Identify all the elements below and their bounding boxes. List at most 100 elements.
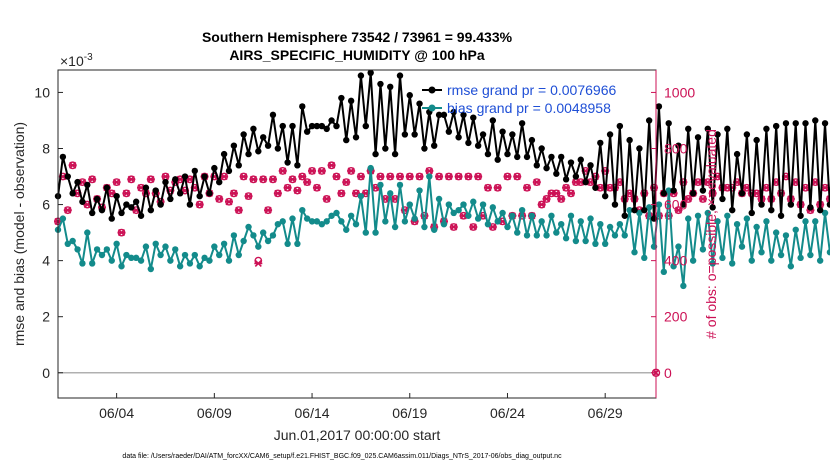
rmse-point bbox=[308, 122, 316, 130]
y-tick-label: 6 bbox=[42, 197, 50, 213]
obs-evaluated-point bbox=[68, 161, 77, 169]
bias-point bbox=[401, 218, 409, 225]
obs-evaluated-point bbox=[386, 172, 395, 181]
x-axis-label: Jun.01,2017 00:00:00 start bbox=[274, 427, 441, 443]
rmse-point bbox=[152, 187, 159, 194]
bias-point bbox=[264, 237, 272, 245]
bias-point bbox=[245, 223, 252, 231]
rmse-point bbox=[768, 206, 775, 214]
rmse-point bbox=[88, 209, 96, 217]
bias-point bbox=[372, 229, 379, 236]
bias-point bbox=[621, 232, 628, 239]
rmse-point bbox=[103, 184, 111, 191]
bias-point bbox=[279, 218, 286, 225]
obs-evaluated-point bbox=[356, 172, 365, 181]
rmse-point bbox=[250, 125, 257, 133]
rmse-point bbox=[352, 134, 360, 141]
obs-evaluated-point bbox=[63, 206, 72, 214]
bias-point bbox=[494, 218, 501, 225]
rmse-point bbox=[753, 136, 760, 144]
rmse-point bbox=[396, 72, 404, 79]
bias-point bbox=[772, 229, 780, 236]
bias-point bbox=[460, 201, 467, 208]
y2-tick-label: 400 bbox=[664, 253, 688, 269]
bias-point bbox=[631, 249, 638, 256]
x-tick-label: 06/24 bbox=[490, 405, 525, 421]
bias-point bbox=[230, 232, 238, 239]
bias-point bbox=[821, 209, 829, 217]
bias-point bbox=[396, 181, 404, 189]
rmse-point bbox=[69, 190, 76, 197]
obs-evaluated-point bbox=[259, 175, 268, 183]
bias-point bbox=[391, 223, 399, 231]
bias-point bbox=[338, 218, 345, 225]
y-tick-label: 4 bbox=[42, 253, 50, 269]
rmse-point bbox=[743, 131, 751, 138]
bias-point bbox=[787, 263, 795, 270]
rmse-point bbox=[274, 145, 282, 152]
obs-evaluated-point bbox=[542, 195, 551, 203]
rmse-point bbox=[597, 139, 604, 147]
obs-evaluated-point bbox=[562, 184, 571, 192]
bias-point bbox=[455, 206, 462, 214]
rmse-point bbox=[694, 134, 702, 141]
obs-evaluated-point bbox=[254, 259, 263, 268]
obs-evaluated-point bbox=[342, 178, 351, 186]
rmse-point bbox=[484, 150, 492, 158]
chart-title-line1: Southern Hemisphere 73542 / 73961 = 99.4… bbox=[202, 29, 513, 45]
rmse-point bbox=[147, 206, 155, 214]
rmse-point bbox=[328, 117, 335, 124]
rmse-point bbox=[533, 162, 540, 169]
rmse-point bbox=[347, 97, 355, 105]
bias-point bbox=[675, 243, 682, 250]
bias-point bbox=[601, 240, 609, 248]
bias-point bbox=[440, 220, 448, 228]
x-tick-label: 06/19 bbox=[392, 405, 427, 421]
rmse-point bbox=[167, 195, 174, 203]
rmse-point bbox=[230, 142, 238, 149]
rmse-point bbox=[758, 201, 765, 208]
obs-evaluated-point bbox=[308, 167, 317, 175]
obs-evaluated-point bbox=[444, 172, 453, 181]
rmse-point bbox=[558, 153, 565, 161]
rmse-point bbox=[680, 201, 687, 208]
bias-point bbox=[748, 257, 755, 264]
bias-point bbox=[377, 181, 384, 189]
obs-evaluated-point bbox=[449, 223, 458, 231]
obs-evaluated-point bbox=[298, 172, 307, 181]
rmse-point bbox=[601, 192, 609, 200]
rmse-point bbox=[137, 212, 145, 219]
obs-evaluated-point bbox=[684, 195, 693, 203]
obs-evaluated-point bbox=[777, 189, 786, 197]
bias-point bbox=[274, 220, 282, 228]
bias-point bbox=[680, 282, 687, 290]
bias-point bbox=[113, 240, 120, 248]
bias-point bbox=[118, 263, 125, 270]
bias-point bbox=[59, 215, 67, 222]
legend-rmse-marker bbox=[428, 86, 436, 94]
rmse-point bbox=[807, 204, 814, 211]
bias-point bbox=[709, 260, 716, 267]
obs-evaluated-point bbox=[664, 212, 673, 220]
bias-point bbox=[362, 229, 369, 236]
obs-evaluated-point bbox=[376, 172, 385, 181]
rmse-point bbox=[787, 201, 795, 208]
bias-point bbox=[782, 232, 790, 239]
bias-point bbox=[797, 254, 804, 262]
obs-evaluated-point bbox=[288, 175, 297, 183]
rmse-point bbox=[181, 173, 189, 180]
bias-point bbox=[567, 212, 575, 219]
bias-point bbox=[88, 260, 96, 267]
rmse-point bbox=[655, 103, 663, 110]
obs-evaluated-point bbox=[483, 184, 492, 192]
rmse-point bbox=[489, 117, 497, 124]
bias-point bbox=[235, 251, 242, 259]
rmse-point bbox=[206, 190, 213, 197]
bias-point bbox=[807, 251, 814, 259]
rmse-point bbox=[631, 206, 638, 214]
rmse-point bbox=[269, 111, 277, 119]
obs-evaluated-point bbox=[146, 175, 155, 183]
bias-point bbox=[176, 263, 184, 270]
rmse-point bbox=[172, 176, 179, 183]
bias-point bbox=[587, 215, 594, 222]
